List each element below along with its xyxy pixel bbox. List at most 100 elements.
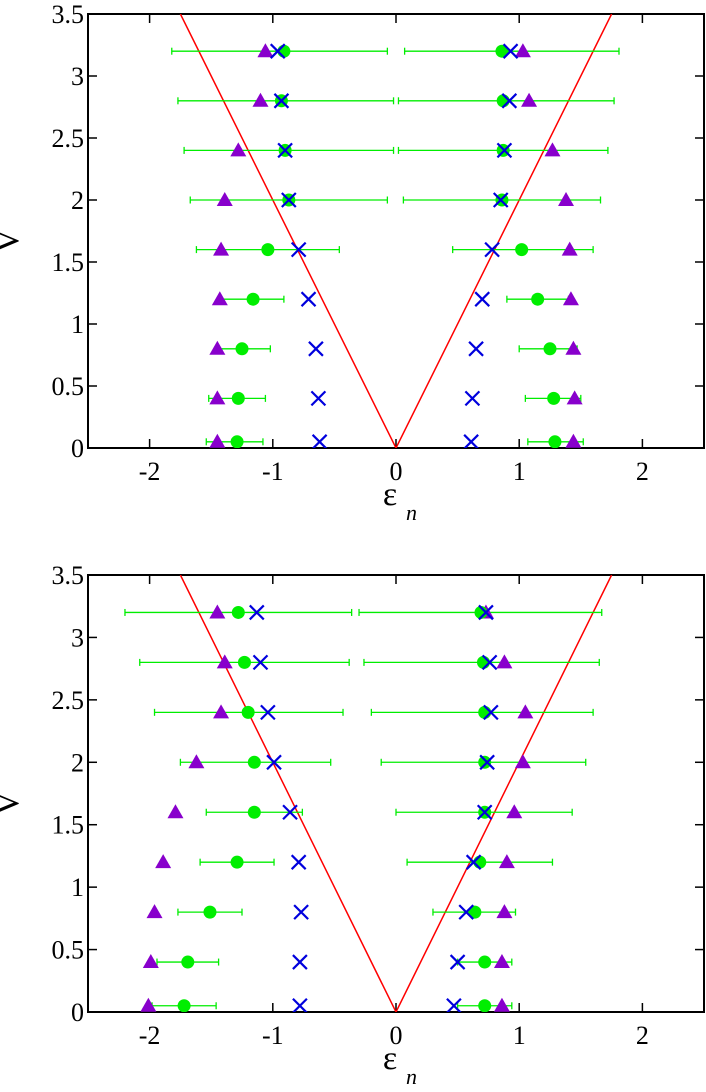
y-tick-label: 0.5 xyxy=(52,372,85,401)
x-marker xyxy=(484,241,500,258)
x-marker xyxy=(310,390,327,407)
x-marker xyxy=(282,804,298,821)
x-marker xyxy=(465,854,482,870)
x-marker xyxy=(252,654,269,671)
x-marker xyxy=(479,754,495,771)
triangle-marker xyxy=(493,954,510,969)
x-tick-label: -2 xyxy=(139,457,161,486)
circle-marker xyxy=(235,342,249,356)
circle-marker xyxy=(478,999,492,1012)
bottom-scatter-panel: -2 -1 0 1 2 0 0.5 1 1.5 2 2.5 3 3.5 εn V xyxy=(0,561,705,1089)
y-tick-label: 1 xyxy=(71,873,84,902)
triangle-marker xyxy=(252,92,269,107)
x-marker xyxy=(496,142,513,159)
triangle-marker xyxy=(146,904,163,919)
triangle-marker xyxy=(493,997,510,1012)
circle-marker xyxy=(231,605,245,619)
triangle-marker xyxy=(561,241,578,256)
x-tick-label: 2 xyxy=(636,457,649,486)
y-tick-label: 1 xyxy=(71,310,84,339)
triangle-marker xyxy=(209,390,226,405)
y-tick-label: 2 xyxy=(71,748,84,777)
triangle-marker xyxy=(562,291,579,306)
x-marker xyxy=(483,704,499,721)
triangle-marker xyxy=(566,390,583,405)
triangle-marker xyxy=(140,997,157,1012)
x-marker xyxy=(300,291,317,307)
circle-marker xyxy=(478,955,492,969)
circle-marker xyxy=(237,655,251,669)
reference-line xyxy=(179,575,613,1012)
circle-marker xyxy=(230,435,244,448)
triangle-marker xyxy=(514,43,531,58)
triangle-marker xyxy=(496,654,513,669)
x-tick-label: 2 xyxy=(636,1021,649,1050)
circle-marker xyxy=(548,435,562,448)
y-tick-label: 3.5 xyxy=(52,0,85,29)
x-marker xyxy=(468,341,484,357)
y-tick-label: 1.5 xyxy=(52,811,85,840)
y-tick-label: 3 xyxy=(71,62,84,91)
y-tick-label: 0 xyxy=(71,998,84,1027)
y-axis-label: V xyxy=(0,228,26,253)
x-marker xyxy=(476,804,493,821)
triangle-marker xyxy=(521,92,538,107)
x-marker xyxy=(292,954,308,970)
y-tick-label: 3 xyxy=(71,623,84,652)
x-marker xyxy=(458,904,475,920)
y-axis-label: V xyxy=(0,791,26,816)
x-tick-label: -1 xyxy=(262,1021,284,1050)
x-marker xyxy=(281,192,297,208)
x-marker xyxy=(293,904,309,920)
circle-marker xyxy=(515,243,529,257)
triangle-marker xyxy=(514,754,531,769)
x-marker xyxy=(290,854,307,870)
plot-area xyxy=(124,575,613,1012)
y-tick-label: 2.5 xyxy=(52,686,85,715)
triangle-marker xyxy=(155,854,172,869)
x-tick-label: 0 xyxy=(390,457,403,486)
x-marker xyxy=(502,43,519,59)
y-tick-label: 2 xyxy=(71,186,84,215)
y-tick-label: 0.5 xyxy=(52,936,85,965)
y-tick-label: 2.5 xyxy=(52,124,85,153)
circle-marker xyxy=(247,805,261,819)
circle-marker xyxy=(181,955,195,969)
circle-marker xyxy=(473,855,487,869)
x-marker xyxy=(292,997,308,1012)
triangle-marker xyxy=(216,192,233,206)
x-marker xyxy=(463,434,479,448)
plot-frame xyxy=(87,574,705,1013)
x-tick-label: -2 xyxy=(139,1021,161,1050)
triangle-marker xyxy=(496,904,513,919)
circle-marker xyxy=(474,605,488,619)
x-marker xyxy=(266,754,282,771)
circle-marker xyxy=(495,44,509,58)
x-marker xyxy=(481,654,498,671)
circle-marker xyxy=(203,905,217,919)
circle-marker xyxy=(247,755,261,769)
circle-marker xyxy=(241,705,255,719)
plot-area xyxy=(171,14,620,448)
triangle-marker xyxy=(209,433,226,448)
circle-marker xyxy=(496,94,510,108)
triangle-marker xyxy=(211,291,228,306)
x-marker xyxy=(260,704,276,721)
x-marker xyxy=(478,604,494,621)
x-axis-label: ε xyxy=(383,476,397,513)
triangle-marker xyxy=(142,954,159,969)
triangle-marker xyxy=(209,604,226,619)
top-scatter-panel: -2 -1 0 1 2 0 0.5 1 1.5 2 2.5 3 3.5 εn V xyxy=(0,0,705,525)
triangle-marker xyxy=(213,704,230,719)
circle-marker xyxy=(277,44,291,58)
x-marker xyxy=(249,604,265,621)
y-tick-label: 3.5 xyxy=(52,561,85,590)
circle-marker xyxy=(261,243,275,257)
circle-marker xyxy=(547,391,561,405)
y-tick-label: 0 xyxy=(71,434,84,463)
x-axis-label-subscript: n xyxy=(406,500,417,525)
triangle-marker xyxy=(506,804,523,819)
triangle-marker xyxy=(216,654,233,669)
triangle-marker xyxy=(565,340,582,355)
